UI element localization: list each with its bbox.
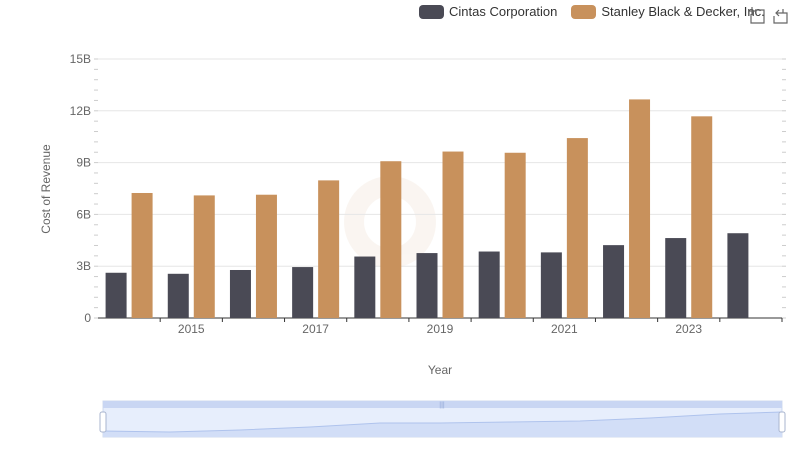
bar-cintas-2018[interactable] [354,256,376,318]
legend-label-cintas: Cintas Corporation [449,4,558,19]
x-tick-label: 2015 [178,322,205,336]
bar-cintas-2020[interactable] [478,251,500,318]
x-tick-label: 2019 [427,322,454,336]
chart-toolbox [747,6,795,24]
legend-item-cintas[interactable]: Cintas Corporation [419,4,557,19]
y-tick-label: 12B [70,104,91,118]
bar-cintas-2017[interactable] [292,267,314,318]
y-tick-label: 3B [76,259,91,273]
legend-swatch-stanley [571,4,597,19]
x-tick-label: 2021 [551,322,578,336]
legend-swatch-cintas [419,4,444,19]
bar-stanley-2017[interactable] [318,180,340,318]
bar-cintas-2021[interactable] [540,252,562,318]
bar-cintas-2019[interactable] [416,253,438,318]
y-tick-label: 15B [70,52,91,66]
datazoom-handle-right[interactable] [778,411,786,433]
bar-stanley-2018[interactable] [380,161,402,318]
restore-icon[interactable] [771,6,789,24]
y-tick-label: 0 [84,311,91,325]
bar-stanley-2021[interactable] [566,138,588,318]
datazoom-shadow-area [103,412,782,437]
y-axis-title: Cost of Revenue [39,144,53,234]
zoom-icon[interactable] [747,6,765,24]
datazoom-grip-icon[interactable]: ||| [439,402,445,409]
bar-stanley-2022[interactable] [629,99,651,319]
x-axis-title: Year [428,363,452,377]
x-tick-label: 2023 [675,322,702,336]
legend-label-stanley: Stanley Black & Decker, Inc. [601,4,765,19]
chart-legend: Cintas Corporation Stanley Black & Decke… [419,4,779,19]
bar-stanley-2019[interactable] [442,151,464,318]
bar-cintas-2015[interactable] [167,273,189,318]
legend-item-stanley[interactable]: Stanley Black & Decker, Inc. [571,4,765,19]
bar-cintas-2022[interactable] [603,245,625,318]
bar-cintas-2023[interactable] [665,238,687,318]
bar-stanley-2023[interactable] [691,116,713,318]
datazoom-handle-left[interactable] [99,411,107,433]
bar-stanley-2020[interactable] [504,152,526,318]
y-tick-label: 6B [76,207,91,221]
x-tick-label: 2017 [302,322,329,336]
bar-stanley-2015[interactable] [193,195,215,318]
bar-cintas-2014[interactable] [105,272,127,318]
bar-stanley-2016[interactable] [255,194,277,318]
datazoom-move-bar[interactable] [103,401,782,408]
bar-cintas-2024[interactable] [727,233,749,318]
datazoom-slider[interactable]: ||| [99,400,786,438]
y-tick-label: 9B [76,156,91,170]
bar-cintas-2016[interactable] [229,269,251,318]
datazoom-shadow-line [102,411,783,433]
bar-stanley-2014[interactable] [131,192,153,318]
